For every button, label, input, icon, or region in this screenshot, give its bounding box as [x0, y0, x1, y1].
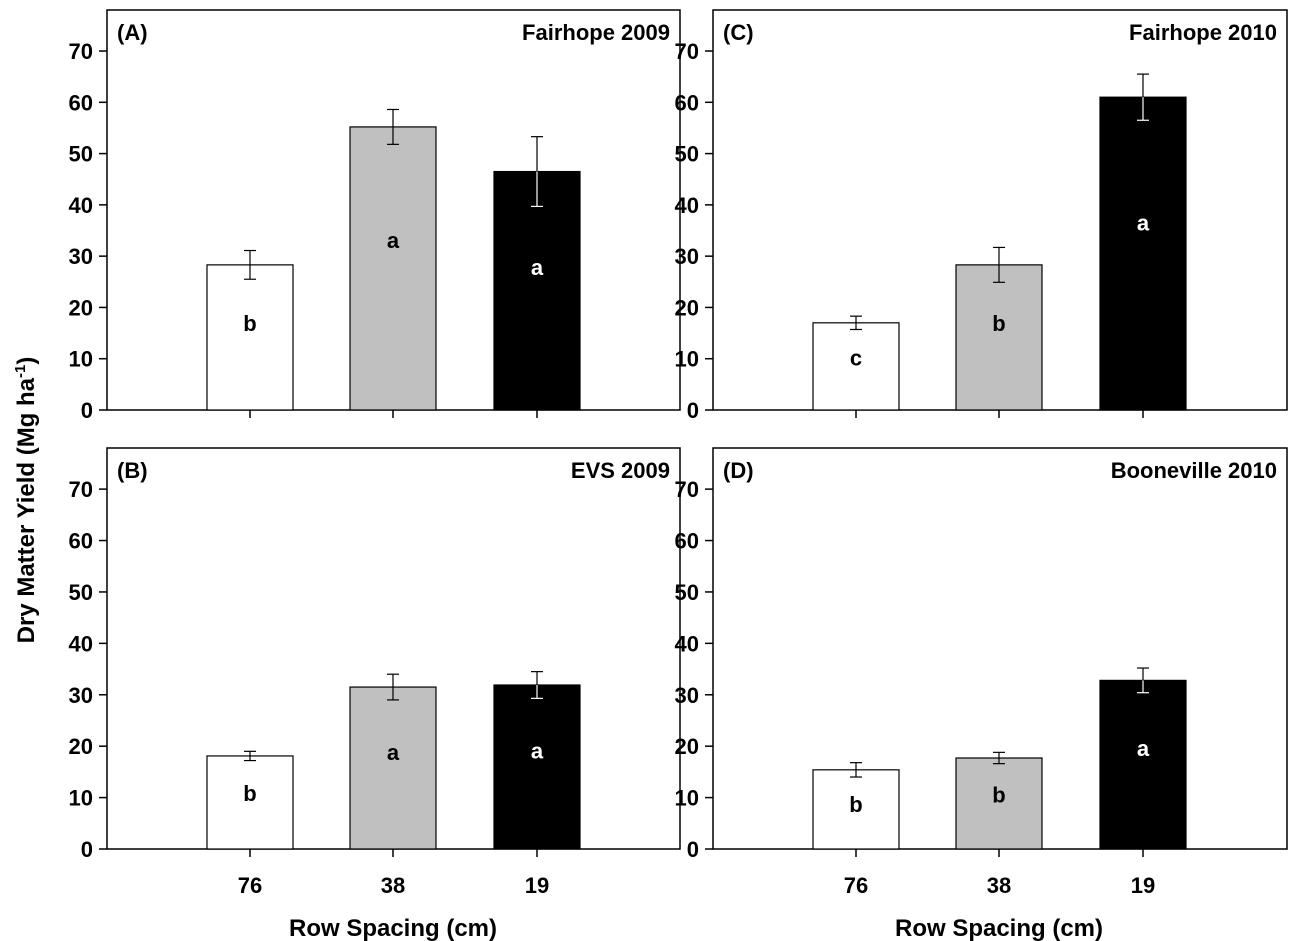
y-tick-label: 50	[69, 142, 93, 167]
y-tick-label: 20	[69, 295, 93, 320]
significance-letter: b	[243, 311, 256, 336]
significance-letter: b	[992, 311, 1005, 336]
panel-label: (B)	[117, 458, 148, 483]
panel-label: (D)	[723, 458, 754, 483]
y-axis-label-tail: )	[13, 357, 40, 365]
x-tick-label: 19	[525, 873, 549, 898]
y-tick-label: 10	[675, 786, 699, 811]
bar	[812, 322, 900, 411]
y-tick-label: 60	[69, 529, 93, 554]
significance-letter: a	[387, 740, 400, 765]
significance-letter: a	[531, 739, 544, 764]
y-tick-label: 50	[675, 580, 699, 605]
y-tick-label: 50	[675, 142, 699, 167]
y-tick-label: 70	[69, 39, 93, 64]
y-axis-label-superscript: -1	[12, 365, 29, 378]
y-tick-label: 10	[675, 347, 699, 372]
y-tick-label: 0	[687, 837, 699, 862]
panel-title: Fairhope 2009	[522, 20, 670, 45]
x-tick-label: 19	[1131, 873, 1155, 898]
chart-panel: 0 10 20 30 40 50 60 70 c b a (C) Fairhope 2010	[675, 9, 1288, 423]
y-tick-label: 70	[69, 477, 93, 502]
chart-panel: 0 10 20 30 40 50 60 70 76 38 19 b b a (D) Booneville 20…	[675, 447, 1288, 898]
y-tick-label: 60	[675, 90, 699, 115]
x-tick-label: 76	[238, 873, 262, 898]
bar	[955, 264, 1043, 411]
y-tick-label: 20	[675, 734, 699, 759]
y-tick-label: 70	[675, 39, 699, 64]
y-tick-label: 40	[69, 631, 93, 656]
bar	[955, 757, 1043, 850]
x-tick-label: 38	[987, 873, 1011, 898]
y-tick-label: 10	[69, 786, 93, 811]
panel-label: (C)	[723, 20, 754, 45]
panel-title: EVS 2009	[571, 458, 670, 483]
panel-title: Fairhope 2010	[1129, 20, 1277, 45]
x-tick-label: 38	[381, 873, 405, 898]
panels: 0 10 20 30 40 50 60 70 b a a (A) Fairhope 2009 0 10 20 3…	[69, 9, 1288, 898]
panel-label: (A)	[117, 20, 148, 45]
significance-letter: a	[387, 228, 400, 253]
y-tick-label: 0	[81, 837, 93, 862]
significance-letter: a	[1137, 210, 1150, 235]
y-tick-label: 50	[69, 580, 93, 605]
bar	[206, 264, 294, 411]
y-tick-label: 60	[69, 90, 93, 115]
y-tick-label: 60	[675, 529, 699, 554]
bar	[1099, 96, 1187, 411]
chart-panel: 0 10 20 30 40 50 60 70 76 38 19 b a a (B) EVS 2009	[69, 447, 681, 898]
bar	[493, 684, 581, 850]
y-tick-label: 40	[675, 193, 699, 218]
significance-letter: b	[849, 792, 862, 817]
significance-letter: c	[850, 346, 862, 371]
bar	[812, 769, 900, 850]
x-tick-label: 76	[844, 873, 868, 898]
bar	[1099, 679, 1187, 850]
y-tick-label: 30	[69, 683, 93, 708]
panel-title: Booneville 2010	[1111, 458, 1277, 483]
y-tick-label: 40	[69, 193, 93, 218]
bar	[493, 170, 581, 411]
y-axis-label: Dry Matter Yield (Mg ha-1)	[12, 357, 40, 644]
chart-panel: 0 10 20 30 40 50 60 70 b a a (A) Fairhope 2009	[69, 9, 681, 423]
x-axis-label-right: Row Spacing (cm)	[895, 915, 1103, 941]
y-tick-label: 40	[675, 631, 699, 656]
y-tick-label: 30	[675, 683, 699, 708]
y-axis-label-main: Dry Matter Yield (Mg ha	[13, 377, 40, 643]
significance-letter: a	[1137, 736, 1150, 761]
y-tick-label: 20	[675, 295, 699, 320]
significance-letter: b	[243, 781, 256, 806]
y-tick-label: 10	[69, 347, 93, 372]
bar	[349, 126, 437, 411]
significance-letter: b	[992, 782, 1005, 807]
y-tick-label: 30	[69, 244, 93, 269]
y-tick-label: 0	[81, 398, 93, 423]
bar	[206, 755, 294, 850]
bar	[349, 686, 437, 850]
y-tick-label: 0	[687, 398, 699, 423]
y-tick-label: 30	[675, 244, 699, 269]
x-axis-label-left: Row Spacing (cm)	[289, 915, 497, 941]
significance-letter: a	[531, 255, 544, 280]
y-tick-label: 70	[675, 477, 699, 502]
y-tick-label: 20	[69, 734, 93, 759]
